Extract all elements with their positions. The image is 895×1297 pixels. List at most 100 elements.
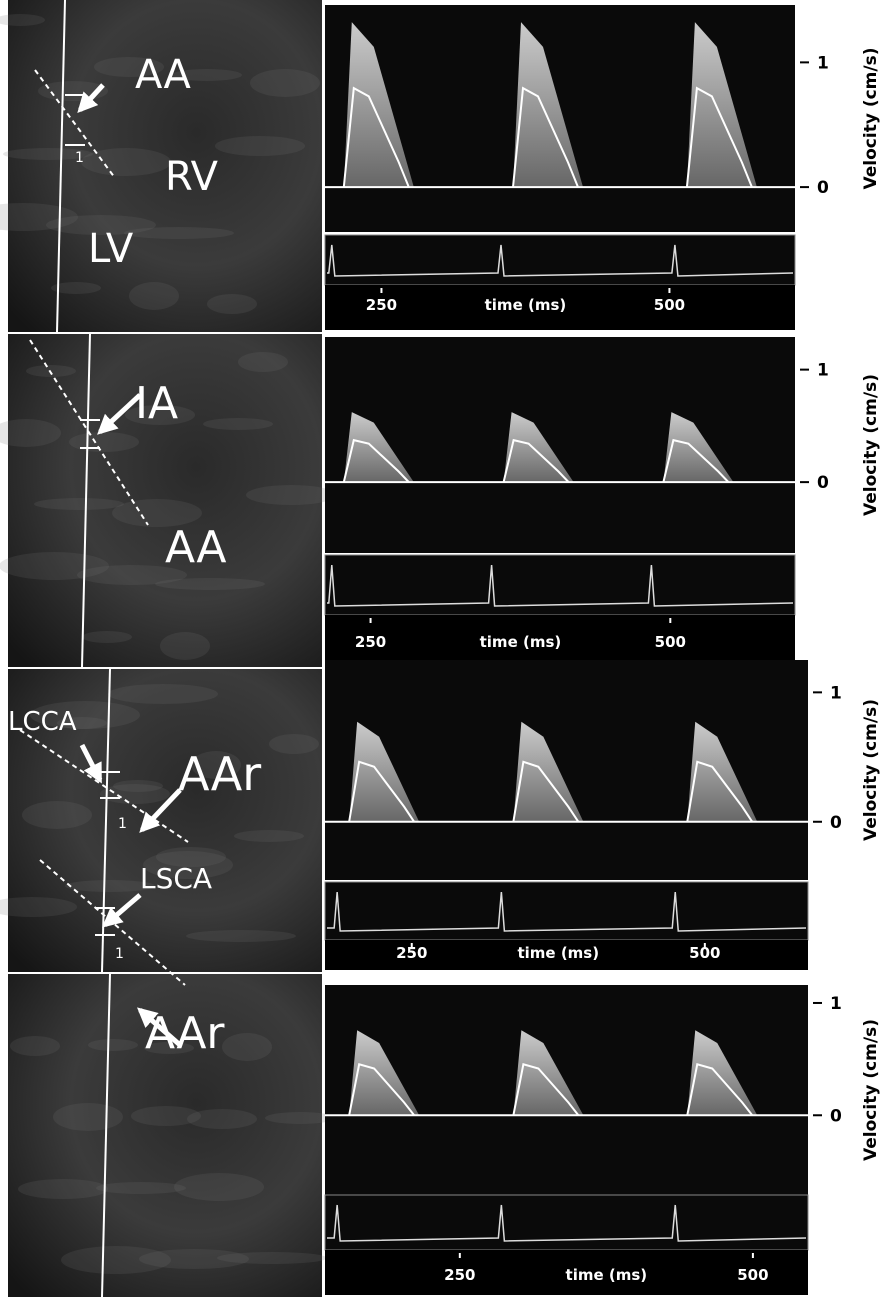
tissue-speckle: [269, 734, 319, 754]
doppler-envelope: [349, 721, 420, 822]
tissue-speckle: [112, 499, 202, 527]
tissue-speckle: [265, 1112, 335, 1124]
tissue-speckle: [30, 701, 140, 729]
doppler-envelope: [513, 1030, 584, 1116]
ecg-strip: [324, 234, 796, 286]
doppler-envelope: [686, 22, 757, 188]
tissue-speckle: [3, 148, 93, 160]
x-tick-label: 250: [396, 944, 427, 962]
tissue-speckle: [129, 282, 179, 310]
ultrasound-image: [8, 974, 322, 1297]
tissue-speckle: [131, 1106, 201, 1126]
doppler-envelope: [343, 412, 414, 483]
anatomy-label: RV: [165, 154, 219, 200]
y-tick-label: 0: [817, 473, 829, 493]
tissue-speckle: [238, 352, 288, 372]
gate-label: 1: [115, 946, 124, 962]
gate-label: 1: [75, 150, 84, 166]
arrow: [136, 1007, 182, 1047]
tissue-speckle: [203, 418, 273, 430]
tissue-speckle: [125, 405, 195, 425]
x-axis-label: time (ms): [485, 296, 567, 314]
y-tick-label: 1: [830, 683, 842, 703]
tissue-speckle: [172, 69, 242, 81]
mean-velocity-trace: [502, 438, 570, 483]
ecg-strip: [324, 881, 809, 941]
anatomy-label: AAr: [178, 747, 261, 801]
arrow: [97, 393, 142, 435]
mean-velocity-trace: [512, 760, 580, 823]
anatomy-label: AA: [165, 522, 226, 573]
doppler-envelope: [687, 721, 758, 822]
ecg-trace: [327, 564, 794, 607]
anatomy-label: LSCA: [140, 862, 212, 895]
tissue-speckle: [0, 14, 45, 26]
ecg-trace: [327, 891, 807, 932]
tissue-speckle: [217, 1252, 327, 1264]
x-axis-label: time (ms): [480, 633, 562, 651]
tissue-speckle: [34, 498, 124, 510]
mean-velocity-trace: [512, 1063, 580, 1116]
y-axis-label: Velocity (cm/s): [861, 48, 881, 190]
tissue-speckle: [156, 847, 226, 867]
y-axis-label: Velocity (cm/s): [861, 374, 881, 516]
mean-velocity-trace: [348, 1063, 415, 1116]
doppler-envelope: [513, 22, 583, 188]
doppler-spectrum: [325, 660, 808, 880]
tissue-speckle: [0, 203, 78, 231]
x-axis-label: time (ms): [517, 944, 599, 962]
tissue-speckle: [222, 1033, 272, 1061]
time-axis-band: [325, 615, 795, 665]
tissue-speckle: [124, 227, 234, 239]
y-tick-label: 1: [830, 994, 842, 1014]
cursor-line: [101, 973, 111, 1297]
tissue-speckle: [191, 751, 241, 779]
y-tick-label: 0: [830, 1106, 842, 1126]
x-axis-label: time (ms): [566, 1266, 648, 1284]
tissue-speckle: [250, 69, 320, 97]
tissue-speckle: [53, 1103, 123, 1131]
mean-velocity-trace: [512, 86, 579, 188]
y-axis-label: Velocity (cm/s): [861, 1019, 881, 1161]
doppler-envelope: [503, 412, 574, 483]
tissue-speckle: [65, 880, 155, 892]
anatomy-label: LCCA: [8, 707, 77, 737]
tissue-speckle: [18, 1179, 108, 1199]
x-tick-label: 500: [689, 944, 720, 962]
ultrasound-image: [8, 669, 322, 972]
beam-angle-line: [19, 729, 189, 843]
arrow: [101, 893, 142, 928]
tissue-speckle: [155, 578, 265, 590]
mean-velocity-trace: [342, 86, 410, 188]
x-tick-label: 250: [444, 1266, 475, 1284]
tissue-speckle: [139, 1249, 249, 1269]
arrow: [139, 788, 182, 833]
tissue-speckle: [46, 215, 156, 235]
arrow: [77, 83, 105, 113]
anatomy-label: IA: [135, 378, 178, 429]
x-tick-label: 500: [655, 633, 686, 651]
tissue-speckle: [113, 780, 163, 792]
tissue-speckle: [234, 830, 304, 842]
y-tick-label: 1: [817, 361, 829, 381]
tissue-speckle: [160, 632, 210, 660]
tissue-speckle: [0, 419, 61, 447]
mean-velocity-trace: [686, 760, 754, 823]
y-axis-label: Velocity (cm/s): [861, 699, 881, 841]
x-tick-label: 500: [654, 296, 685, 314]
tissue-speckle: [0, 552, 109, 580]
tissue-speckle: [69, 432, 139, 452]
mean-velocity-trace: [662, 438, 730, 483]
x-tick-label: 250: [355, 633, 386, 651]
doppler-envelope: [343, 22, 414, 188]
tissue-speckle: [108, 684, 218, 704]
cursor-line: [56, 0, 66, 333]
tissue-speckle: [186, 930, 296, 942]
beam-angle-line: [34, 69, 116, 179]
tissue-speckle: [143, 851, 233, 879]
y-tick-label: 1: [817, 53, 829, 73]
y-tick-label: 0: [830, 813, 842, 833]
beam-angle-line: [39, 859, 186, 986]
doppler-envelope: [663, 412, 734, 483]
